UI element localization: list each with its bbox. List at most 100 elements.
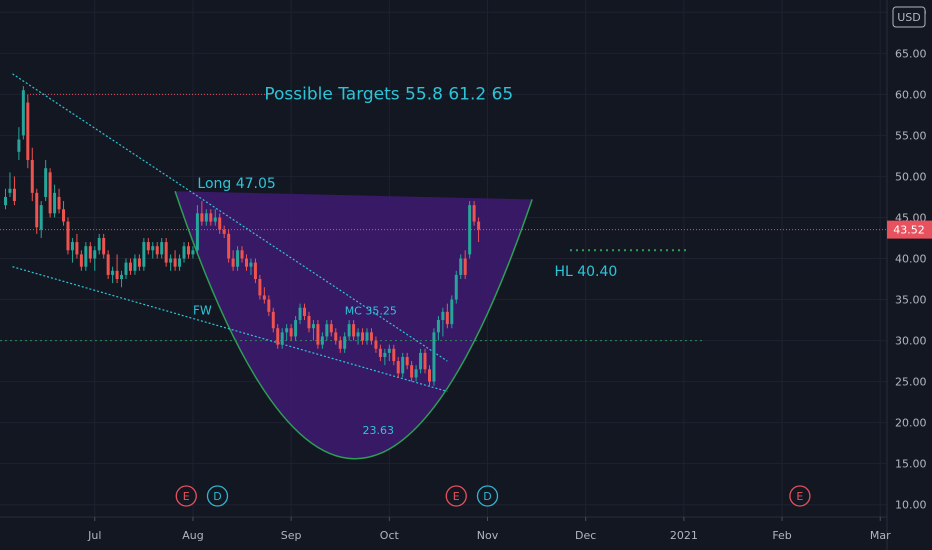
candle-body <box>378 348 382 357</box>
candle-body <box>396 361 400 374</box>
candle-body <box>62 209 66 222</box>
time-axis: Jul Aug Sep Oct Nov Dec 2021 Feb Mar <box>87 517 891 542</box>
candle-body <box>84 246 88 267</box>
candle-body <box>459 258 463 275</box>
earnings-marker[interactable]: E <box>789 485 811 507</box>
candle-body <box>142 242 146 267</box>
annotation-fw: FW <box>193 303 212 317</box>
candle-body <box>209 213 213 222</box>
price-axis-tick-label: 50.00 <box>895 170 927 183</box>
time-axis-tick-label: Mar <box>870 529 891 542</box>
candle-body <box>200 213 204 222</box>
dividend-marker[interactable]: D <box>476 485 499 507</box>
event-marker-label: E <box>796 490 803 503</box>
candle-body <box>213 217 217 222</box>
candle-body <box>222 229 226 234</box>
candle-body <box>249 262 253 267</box>
event-marker-label: E <box>453 490 460 503</box>
candle-body <box>39 205 43 230</box>
price-axis-tick-label: 60.00 <box>895 88 927 101</box>
candle-body <box>227 233 231 259</box>
time-axis-tick-label: Feb <box>772 529 791 542</box>
candle-body <box>405 356 409 366</box>
candle-body <box>182 246 186 259</box>
candle-body <box>53 192 57 214</box>
trendlines <box>12 73 448 393</box>
candle-body <box>137 258 141 267</box>
event-marker-label: E <box>183 490 190 503</box>
price-axis-tick-label: 30.00 <box>895 335 927 348</box>
candle-body <box>298 307 302 321</box>
candle-body <box>88 246 92 259</box>
candle-body <box>26 102 30 161</box>
candle-body <box>133 258 137 271</box>
candle-body <box>414 369 418 378</box>
candle-body <box>468 205 472 255</box>
candle-body <box>21 90 25 136</box>
price-axis-tick-label: 40.00 <box>895 253 927 266</box>
candle-body <box>66 221 70 251</box>
candle-body <box>441 311 445 321</box>
candle-body <box>146 242 150 251</box>
annotations: Possible Targets 55.8 61.2 65 Long 47.05 H… <box>193 84 617 437</box>
event-marker-circle <box>206 485 229 507</box>
price-axis-tick-label: 10.00 <box>895 499 927 512</box>
candle-body <box>294 320 298 337</box>
currency-label: USD <box>897 11 921 24</box>
candle-body <box>218 217 222 230</box>
candle-body <box>356 332 360 337</box>
candle-body <box>12 188 16 202</box>
candle-body <box>44 168 48 197</box>
earnings-marker[interactable]: E <box>445 485 467 507</box>
time-axis-tick-label: Dec <box>575 529 596 542</box>
candle-body <box>191 250 195 255</box>
cup-curve <box>174 190 533 460</box>
candle-body <box>347 324 351 337</box>
candle-body <box>79 254 83 267</box>
price-axis-tick-label: 35.00 <box>895 294 927 307</box>
candle-body <box>30 160 34 193</box>
price-axis-tick-label: 65.00 <box>895 47 927 60</box>
annotation-long: Long 47.05 <box>197 176 275 192</box>
candle-body <box>164 242 168 263</box>
candle-body <box>128 262 132 271</box>
candle-body <box>419 352 423 370</box>
time-axis-tick-label: Jul <box>87 529 101 542</box>
last-price-badge: 43.52 <box>887 220 932 239</box>
candle-body <box>472 205 476 222</box>
candle-body <box>374 340 378 349</box>
annotation-low: 23.63 <box>363 424 395 437</box>
candle-body <box>427 369 431 382</box>
price-axis-tick-label: 15.00 <box>895 458 927 471</box>
candle-body <box>120 274 124 280</box>
candle-body <box>35 192 39 228</box>
trendline <box>12 266 448 393</box>
annotation-targets: Possible Targets 55.8 61.2 65 <box>264 84 513 104</box>
candle-body <box>280 332 284 345</box>
candle-body <box>401 356 405 374</box>
candle-body <box>271 311 275 329</box>
candle-body <box>392 348 396 362</box>
candle-body <box>124 262 128 275</box>
time-axis-tick-label: 2021 <box>670 529 698 542</box>
candle-body <box>410 365 414 378</box>
candle-body <box>307 315 311 329</box>
horizontal-lines <box>0 93 887 342</box>
candle-body <box>173 258 177 267</box>
earnings-marker[interactable]: E <box>175 485 197 507</box>
candle-body <box>231 258 235 267</box>
time-axis-tick-label: Sep <box>281 529 302 542</box>
candle-body <box>236 250 240 267</box>
last-price-badge-bg <box>887 220 932 239</box>
event-marker-circle <box>476 485 499 507</box>
candle-body <box>245 258 249 267</box>
dividend-marker[interactable]: D <box>206 485 229 507</box>
event-marker-label: D <box>483 490 491 503</box>
candle-body <box>334 332 338 341</box>
candle-body <box>169 258 173 263</box>
event-marker-label: D <box>213 490 221 503</box>
candle-body <box>450 299 454 325</box>
candle-body <box>4 196 7 206</box>
currency-badge[interactable]: USD <box>892 6 926 28</box>
